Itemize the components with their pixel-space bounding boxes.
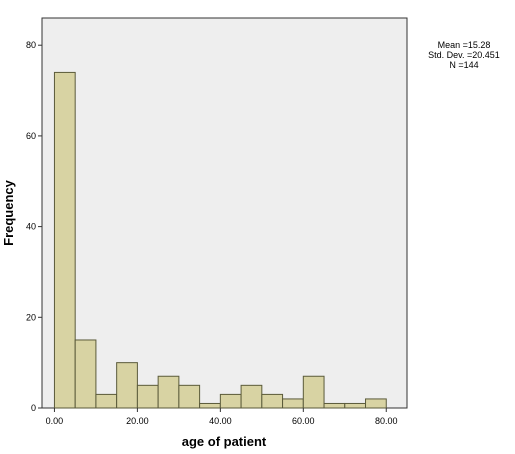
histogram-bar-12 bbox=[302, 375, 325, 409]
x-tick-label: 80.00 bbox=[375, 416, 398, 426]
y-tick-label: 60 bbox=[26, 131, 36, 141]
histogram-bars bbox=[53, 71, 387, 409]
histogram-bar-7 bbox=[199, 402, 221, 409]
histogram-bar-5 bbox=[157, 375, 180, 409]
x-tick-label: 20.00 bbox=[126, 416, 149, 426]
histogram-bar-6 bbox=[178, 384, 201, 409]
plot-area bbox=[41, 17, 408, 409]
histogram-bar-4 bbox=[136, 384, 159, 409]
x-tick-label: 0.00 bbox=[46, 416, 64, 426]
x-tick-label: 40.00 bbox=[209, 416, 232, 426]
y-axis-ticks: 0 20 40 60 80 bbox=[26, 40, 42, 413]
x-axis-title: age of patient bbox=[182, 434, 267, 449]
histogram-bar-14 bbox=[344, 402, 367, 409]
statistics-legend: Mean =15.28 Std. Dev. =20.451 N =144 bbox=[418, 40, 510, 70]
y-tick-label: 0 bbox=[31, 403, 36, 413]
histogram-bar-10 bbox=[261, 393, 284, 409]
histogram-bar-8 bbox=[219, 393, 242, 409]
histogram-bar-0 bbox=[53, 71, 76, 409]
histogram-bar-15 bbox=[365, 398, 387, 409]
histogram-bar-1 bbox=[74, 339, 97, 409]
x-tick-label: 60.00 bbox=[292, 416, 315, 426]
x-axis-ticks: 0.00 20.00 40.00 60.00 80.00 bbox=[46, 408, 398, 426]
histogram-bar-2 bbox=[95, 393, 118, 409]
y-axis-title: Frequency bbox=[1, 179, 16, 246]
mean-stat: Mean =15.28 bbox=[437, 40, 491, 50]
y-tick-label: 20 bbox=[26, 312, 36, 322]
n-stat: N =144 bbox=[449, 60, 479, 70]
histogram-bar-11 bbox=[282, 398, 304, 409]
y-tick-label: 40 bbox=[26, 222, 36, 232]
histogram-bar-9 bbox=[240, 384, 263, 409]
histogram-bar-3 bbox=[116, 362, 138, 409]
y-tick-label: 80 bbox=[26, 40, 36, 50]
std-dev-stat: Std. Dev. =20.451 bbox=[428, 50, 500, 60]
histogram-bar-13 bbox=[323, 402, 346, 409]
